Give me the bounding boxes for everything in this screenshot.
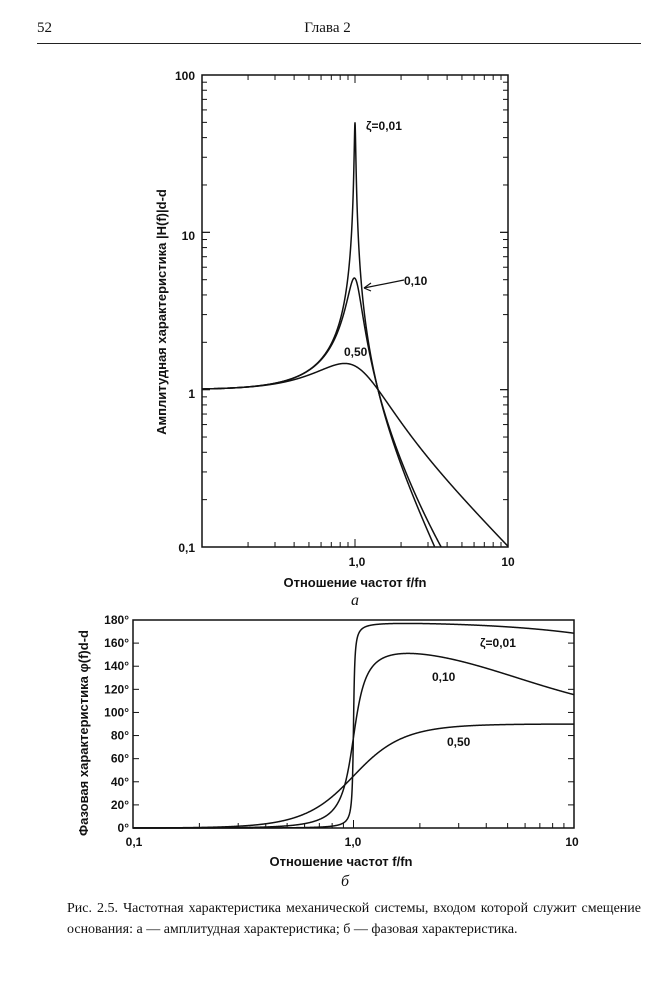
chart-a-arrowhead-icon <box>363 282 372 292</box>
chart-a-ytick-10: 10 <box>182 229 196 243</box>
chart-a-xtick-10: 10 <box>501 555 515 569</box>
chart-b: 180° 160° 140° 120° 100° 80° 60° 40° 20° 0° 0,1 1… <box>76 613 579 890</box>
chart-a-xtick-1: 1,0 <box>349 555 366 569</box>
chart-b-xtick-0-1: 0,1 <box>126 835 143 849</box>
chapter-title: Глава 2 <box>304 20 351 36</box>
chart-b-ytick-label: 20° <box>111 798 129 812</box>
chart-a-label-zeta-0-01: ζ=0,01 <box>366 119 402 133</box>
chart-a-curve-zeta-0-10 <box>202 277 442 548</box>
chart-b-ticks <box>132 619 575 829</box>
chart-a-sublabel: а <box>351 592 359 609</box>
chart-a-label-zeta-0-10: 0,10 <box>404 274 428 288</box>
chart-b-curve-zeta-0-50 <box>133 723 574 829</box>
chart-b-ytick-label: 80° <box>111 729 129 743</box>
chart-b-ytick-label: 160° <box>104 636 129 650</box>
page-number: 52 <box>37 20 52 36</box>
chart-a: 100 10 1 0,1 1,0 10 Отношение частот f/f… <box>154 69 515 609</box>
chart-b-label-zeta-0-50: 0,50 <box>447 735 471 749</box>
chart-b-ylabel: Фазовая характеристика φ(f)d-d <box>76 630 91 836</box>
chart-b-ytick-label: 100° <box>104 705 129 719</box>
chart-b-curves <box>133 622 575 829</box>
chart-a-label-zeta-0-50: 0,50 <box>344 345 368 359</box>
chart-a-ytick-1: 1 <box>188 387 195 401</box>
chart-a-ticks <box>201 74 509 548</box>
chart-b-curve-zeta-0-10 <box>133 652 575 829</box>
chart-b-ytick-label: 120° <box>104 682 129 696</box>
figure-caption: Рис. 2.5. Частотная характеристика механ… <box>67 901 641 937</box>
chart-b-label-zeta-0-01: ζ=0,01 <box>480 636 516 650</box>
chart-b-ytick-labels: 180° 160° 140° 120° 100° 80° 60° 40° 20° 0° <box>104 613 129 835</box>
chart-b-ytick-label: 180° <box>104 613 129 627</box>
chart-a-ylabel: Амплитудная характеристика |H(f)|d-d <box>154 189 169 435</box>
chart-a-ytick-100: 100 <box>175 69 195 83</box>
chart-a-ytick-0-1: 0,1 <box>178 541 195 555</box>
chart-a-xlabel: Отношение частот f/fn <box>283 575 426 590</box>
chart-b-sublabel: б <box>341 873 350 890</box>
chart-b-xlabel: Отношение частот f/fn <box>269 854 412 869</box>
chart-a-curve-zeta-0-50 <box>201 362 509 547</box>
chart-b-ytick-label: 140° <box>104 659 129 673</box>
header-rule <box>37 43 641 44</box>
chart-b-ytick-label: 0° <box>118 821 130 835</box>
chart-b-xtick-1: 1,0 <box>345 835 362 849</box>
chart-a-curves <box>201 122 509 548</box>
chart-b-ytick-label: 60° <box>111 752 129 766</box>
chart-b-xtick-10: 10 <box>565 835 579 849</box>
chart-a-curve-zeta-0-01 <box>202 122 436 547</box>
chart-b-ytick-label: 40° <box>111 775 129 789</box>
chart-b-label-zeta-0-10: 0,10 <box>432 670 456 684</box>
chart-a-annotation-arrow <box>363 279 405 289</box>
chart-b-curve-zeta-0-01 <box>133 622 575 829</box>
